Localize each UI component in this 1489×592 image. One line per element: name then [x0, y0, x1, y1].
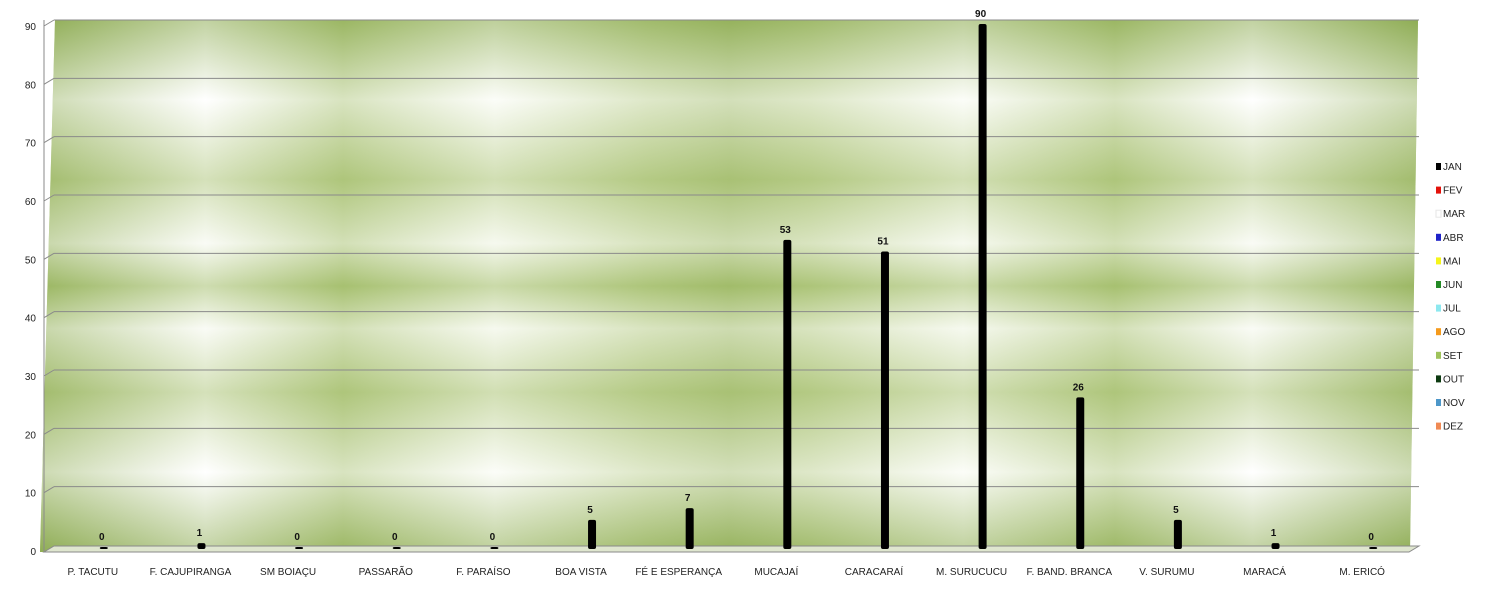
legend-swatch: [1436, 375, 1441, 383]
legend-swatch: [1436, 257, 1441, 265]
bar-caracara-: [880, 251, 889, 549]
x-tick-label: MUCAJAÍ: [754, 565, 798, 578]
bar-f-band-branca: [1076, 397, 1085, 549]
legend-swatch: [1436, 186, 1441, 194]
legend-label: JAN: [1443, 162, 1462, 173]
legend-swatch: [1436, 351, 1441, 359]
data-label: 26: [1073, 382, 1085, 393]
legend-swatch: [1436, 233, 1441, 241]
y-tick-label: 70: [25, 139, 37, 150]
x-tick-label: PASSARÃO: [359, 565, 413, 578]
x-tick-label: M. ERICÓ: [1339, 565, 1385, 578]
legend-label: ABR: [1443, 233, 1464, 244]
x-tick-label: F. PARAÍSO: [456, 565, 510, 578]
x-tick-label: F. BAND. BRANCA: [1026, 567, 1112, 578]
legend-swatch: [1436, 304, 1441, 312]
x-tick-label: M. SURUCUCU: [936, 567, 1007, 578]
data-label: 0: [99, 532, 105, 543]
data-label: 90: [975, 9, 987, 20]
y-tick-label: 0: [30, 547, 36, 558]
data-label: 53: [780, 225, 792, 236]
y-tick-label: 60: [25, 197, 37, 208]
x-tick-label: FÉ E ESPERANÇA: [635, 565, 722, 578]
legend-label: JUN: [1443, 280, 1462, 291]
y-tick-label: 80: [25, 80, 37, 91]
bar-f-e-esperan-a: [685, 508, 694, 549]
legend-swatch: [1436, 328, 1441, 336]
y-tick-label: 90: [25, 22, 37, 33]
bar-m-surucucu: [978, 24, 987, 549]
legend-swatch: [1436, 399, 1441, 406]
bar-passar-o: [392, 547, 401, 549]
bar-mucaja-: [783, 239, 792, 550]
legend-swatch: [1436, 281, 1441, 288]
x-tick-label: MARACÁ: [1243, 565, 1286, 578]
legend-label: FEV: [1443, 186, 1463, 197]
data-label: 1: [197, 528, 203, 539]
y-tick-label: 30: [25, 372, 37, 383]
plot-background: [40, 20, 1418, 552]
legend-swatch: [1435, 209, 1442, 218]
y-tick-label: 10: [25, 489, 37, 500]
x-axis-labels: P. TACUTU F. CAJUPIRANGA SM BOIAÇU PASSARÃO…: [68, 565, 1386, 578]
bar-sm-boia-u: [295, 547, 304, 549]
y-tick-label: 20: [25, 430, 37, 441]
legend-label: MAR: [1443, 209, 1465, 220]
legend-label: OUT: [1443, 374, 1464, 385]
bar-p-tacutu: [99, 547, 108, 549]
legend: JAN FEV MAR ABR MAI JUN JUL AGO SET OUT NOV DEZ: [1435, 162, 1465, 433]
bar-f-cajupiranga: [197, 543, 206, 549]
legend-label: JUL: [1443, 304, 1461, 315]
x-tick-label: V. SURUMU: [1139, 567, 1194, 578]
chart-floor: [42, 545, 1421, 553]
x-tick-label: SM BOIAÇU: [260, 567, 316, 578]
legend-label: NOV: [1443, 398, 1465, 409]
data-label: 51: [877, 237, 889, 248]
y-axis: 0 10 20 30 40 50 60 70 80 90: [25, 20, 45, 558]
bar-marac-: [1271, 543, 1280, 549]
bar-m-eric-: [1369, 547, 1378, 549]
x-tick-label: P. TACUTU: [68, 567, 119, 578]
legend-swatch: [1436, 422, 1441, 430]
bar-boa-vista: [588, 519, 597, 549]
data-label: 0: [1368, 532, 1374, 543]
data-label: 0: [392, 532, 398, 543]
bar-f-para-so: [490, 547, 499, 549]
y-tick-label: 40: [25, 314, 37, 325]
gridlines: [42, 19, 1421, 553]
data-label: 5: [1173, 505, 1179, 516]
x-tick-label: F. CAJUPIRANGA: [150, 567, 232, 578]
x-tick-label: CARACARAÍ: [845, 565, 904, 578]
data-label: 0: [490, 532, 496, 543]
x-tick-label: BOA VISTA: [555, 567, 607, 578]
legend-label: SET: [1443, 351, 1462, 362]
legend-label: MAI: [1443, 256, 1461, 267]
data-label: 7: [685, 493, 691, 504]
data-label: 5: [587, 505, 593, 516]
legend-swatch: [1436, 163, 1441, 170]
y-tick-label: 50: [25, 255, 37, 266]
legend-label: DEZ: [1443, 422, 1463, 433]
bar-v-surumu: [1173, 519, 1182, 549]
legend-label: AGO: [1443, 327, 1465, 338]
data-label: 0: [294, 532, 300, 543]
data-label: 1: [1271, 528, 1277, 539]
